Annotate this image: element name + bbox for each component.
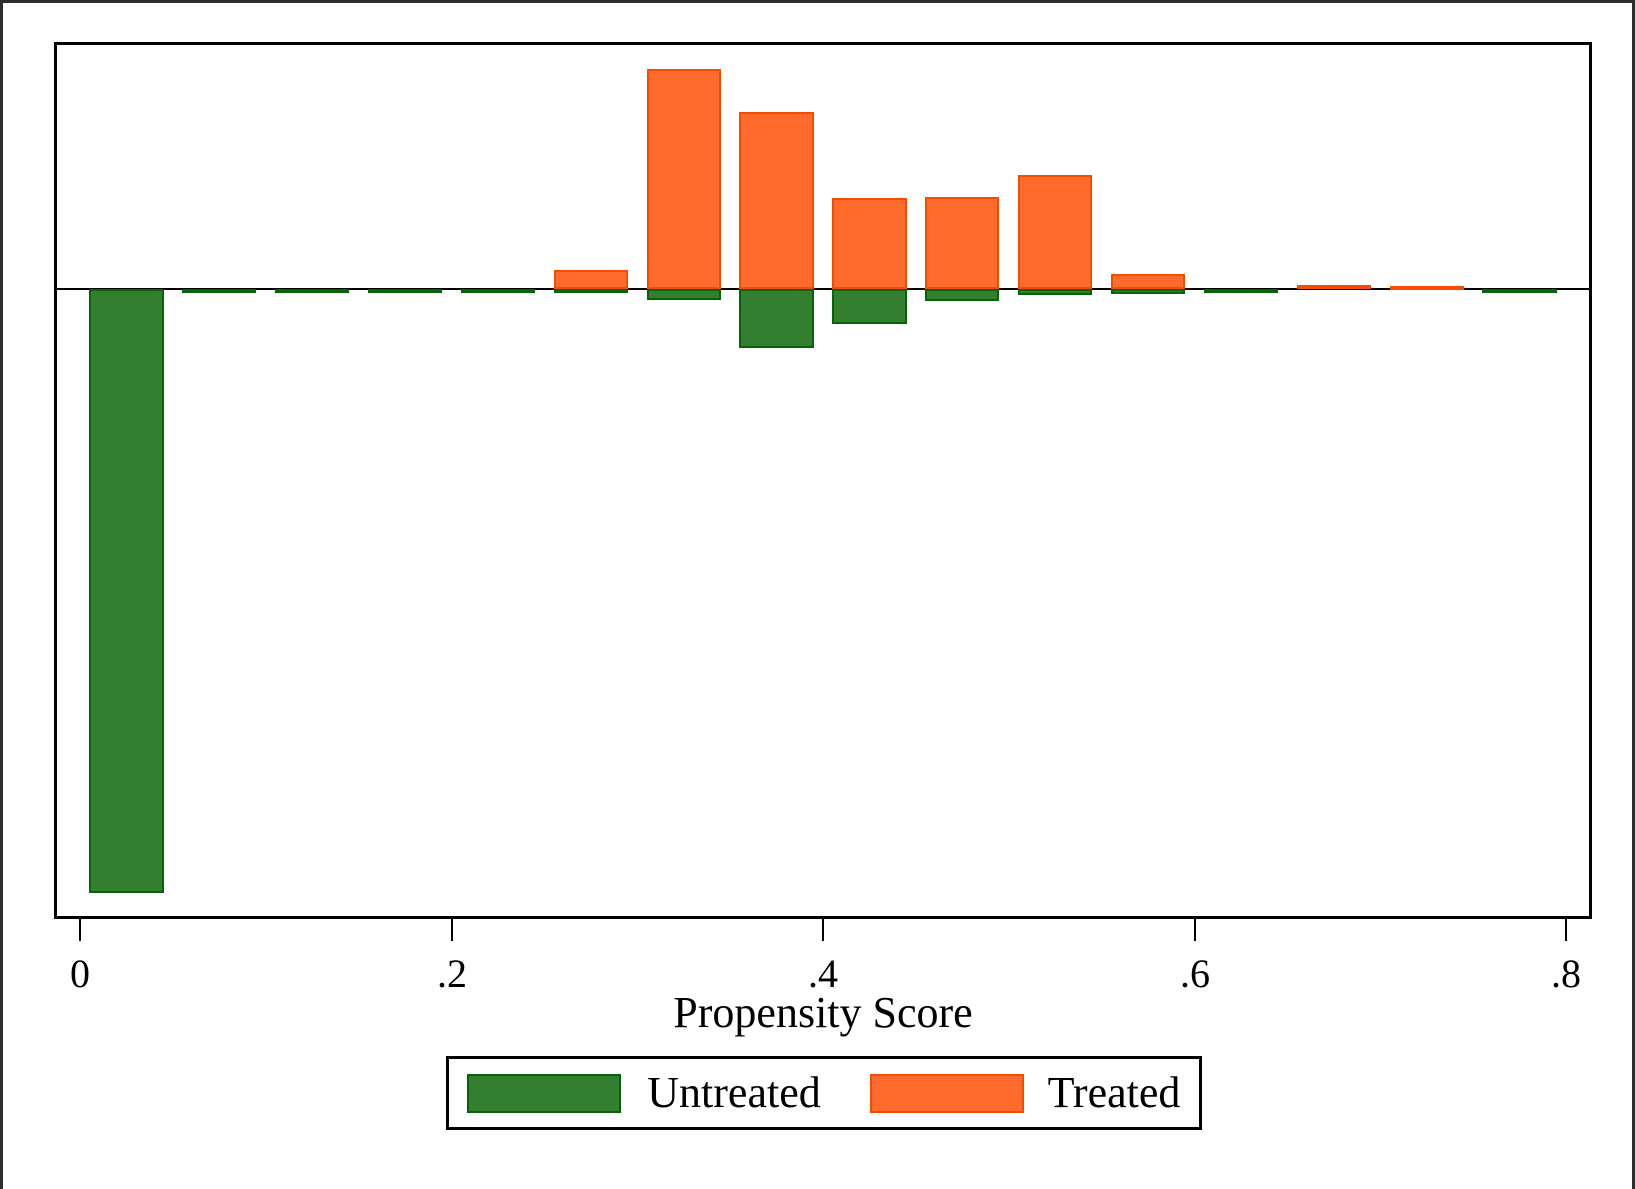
untreated-bar [275,289,350,293]
x-tick-mark [1194,919,1196,941]
untreated-bar [739,289,814,348]
treated-bar [925,197,1000,289]
untreated-legend-swatch [467,1074,621,1113]
untreated-legend-label: Untreated [647,1068,821,1117]
x-tick-label: 0 [70,951,90,996]
treated-bar [1389,286,1464,290]
treated-bar [1296,285,1371,289]
untreated-bar [925,289,1000,301]
x-tick-mark [822,919,824,941]
treated-bar [646,69,721,289]
untreated-bar [182,289,257,293]
untreated-bar [646,289,721,300]
x-tick-label: .8 [1551,951,1581,996]
treated-bar [1018,175,1093,289]
untreated-bar [1203,289,1279,293]
untreated-bar [89,289,164,893]
zero-line [57,288,1589,290]
plot-frame [54,42,1592,919]
untreated-bar [553,289,628,293]
untreated-bar [460,289,536,293]
x-tick-mark [451,919,453,941]
x-tick-label: .6 [1180,951,1210,996]
x-tick-mark [1565,919,1567,941]
untreated-bar [1018,289,1093,295]
x-tick-label: .2 [437,951,467,996]
treated-bar [832,198,907,289]
untreated-bar [1110,289,1186,294]
treated-legend-label: Treated [1047,1068,1181,1117]
untreated-bar [367,289,443,293]
untreated-bar [832,289,907,324]
treated-bar [1110,274,1186,289]
untreated-bar [1482,289,1557,293]
x-tick-mark [79,919,81,941]
x-tick-label: .4 [808,951,838,996]
treated-legend-swatch [870,1074,1024,1113]
x-axis-title: Propensity Score [673,988,973,1037]
treated-bar [553,270,628,289]
treated-bar [739,112,814,289]
